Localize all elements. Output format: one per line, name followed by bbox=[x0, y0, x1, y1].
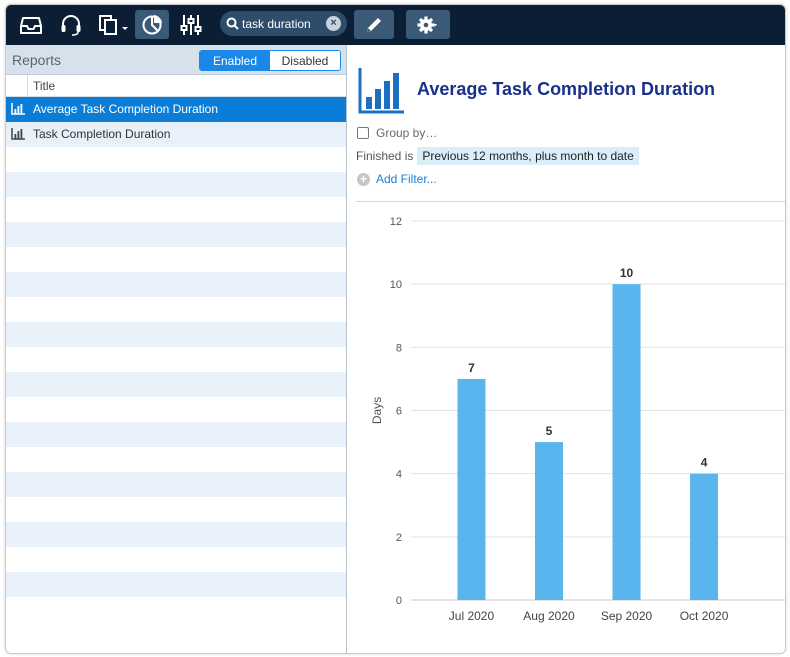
report-list-item-label: Task Completion Duration bbox=[33, 127, 171, 141]
title-column-header[interactable]: Title bbox=[33, 79, 56, 93]
settings-button[interactable] bbox=[406, 10, 450, 39]
column-header: Title bbox=[6, 75, 346, 97]
clear-search-icon[interactable]: × bbox=[326, 16, 341, 31]
documents-icon[interactable] bbox=[96, 10, 132, 39]
list-row bbox=[6, 297, 346, 322]
y-axis-label: Days bbox=[370, 397, 384, 424]
list-row bbox=[6, 422, 346, 447]
bar bbox=[457, 378, 486, 600]
list-row bbox=[6, 147, 346, 172]
top-toolbar: task duration × bbox=[6, 5, 785, 45]
y-tick-label: 0 bbox=[396, 595, 402, 607]
icon-column-header bbox=[6, 75, 28, 97]
list-row bbox=[6, 197, 346, 222]
filter-row: Finished is Previous 12 months, plus mon… bbox=[356, 147, 639, 165]
group-by-option[interactable]: Group by… bbox=[357, 126, 437, 140]
app-window: task duration × bbox=[5, 4, 786, 654]
y-tick-label: 8 bbox=[396, 342, 402, 354]
reports-title: Reports bbox=[12, 52, 62, 68]
reports-list: Average Task Completion Duration Task Com… bbox=[6, 97, 346, 653]
edit-button[interactable] bbox=[354, 10, 394, 39]
y-tick-label: 2 bbox=[396, 532, 402, 544]
data-label: 4 bbox=[701, 456, 708, 470]
y-tick-label: 10 bbox=[390, 279, 402, 291]
y-tick-label: 4 bbox=[396, 469, 402, 481]
filter-field-label: Finished is bbox=[356, 149, 414, 163]
add-filter-link[interactable]: + Add Filter... bbox=[357, 172, 437, 186]
add-filter-label: Add Filter... bbox=[376, 172, 437, 186]
headset-icon[interactable] bbox=[56, 10, 86, 39]
gear-icon bbox=[417, 16, 437, 33]
list-row bbox=[6, 222, 346, 247]
list-row bbox=[6, 522, 346, 547]
search-input[interactable]: task duration bbox=[242, 16, 311, 31]
bar-chart-icon bbox=[11, 128, 25, 143]
list-row bbox=[6, 397, 346, 422]
list-row bbox=[6, 247, 346, 272]
reports-panel: Reports Enabled Disabled Title Average T… bbox=[6, 45, 347, 653]
bar bbox=[690, 473, 719, 600]
search-box[interactable]: task duration × bbox=[220, 11, 347, 36]
list-row bbox=[6, 572, 346, 597]
plus-circle-icon: + bbox=[357, 172, 370, 186]
report-detail: Average Task Completion Duration Group b… bbox=[348, 45, 785, 653]
bar bbox=[534, 442, 563, 600]
x-tick-label: Jul 2020 bbox=[449, 609, 495, 623]
y-tick-label: 12 bbox=[390, 216, 402, 228]
data-label: 10 bbox=[620, 266, 634, 280]
divider bbox=[356, 201, 785, 202]
pencil-icon bbox=[367, 17, 381, 32]
pie-chart-icon[interactable] bbox=[135, 10, 169, 39]
list-row bbox=[6, 172, 346, 197]
list-row bbox=[6, 547, 346, 572]
y-tick-label: 6 bbox=[396, 406, 402, 418]
search-icon bbox=[226, 17, 239, 30]
report-list-item[interactable]: Task Completion Duration bbox=[6, 122, 346, 147]
x-tick-label: Sep 2020 bbox=[601, 609, 653, 623]
reports-header: Reports Enabled Disabled bbox=[6, 45, 346, 75]
bar-chart-icon bbox=[11, 103, 25, 118]
inbox-icon[interactable] bbox=[16, 10, 46, 39]
list-row bbox=[6, 272, 346, 297]
x-tick-label: Oct 2020 bbox=[680, 609, 729, 623]
sliders-icon[interactable] bbox=[176, 10, 206, 39]
report-chart-icon bbox=[358, 68, 404, 114]
list-row bbox=[6, 347, 346, 372]
list-row bbox=[6, 497, 346, 522]
report-list-item[interactable]: Average Task Completion Duration bbox=[6, 97, 346, 122]
enabled-disabled-toggle: Enabled Disabled bbox=[199, 50, 341, 71]
list-row bbox=[6, 372, 346, 397]
report-title: Average Task Completion Duration bbox=[417, 79, 716, 99]
enabled-toggle-button[interactable]: Enabled bbox=[200, 51, 270, 70]
bar-chart: 0 2 4 6 8 10 12 Days 7 Jul 2020 5 Aug 2020 10 Sep 202… bbox=[370, 216, 785, 623]
group-by-checkbox[interactable] bbox=[357, 127, 369, 139]
list-row bbox=[6, 472, 346, 497]
x-tick-label: Aug 2020 bbox=[523, 609, 575, 623]
bar bbox=[612, 284, 641, 600]
data-label: 5 bbox=[546, 424, 553, 438]
disabled-toggle-button[interactable]: Disabled bbox=[270, 51, 340, 70]
filter-value[interactable]: Previous 12 months, plus month to date bbox=[417, 147, 639, 165]
list-row bbox=[6, 447, 346, 472]
group-by-label: Group by… bbox=[376, 126, 438, 140]
data-label: 7 bbox=[468, 361, 475, 375]
list-row bbox=[6, 322, 346, 347]
report-list-item-label: Average Task Completion Duration bbox=[33, 102, 218, 116]
